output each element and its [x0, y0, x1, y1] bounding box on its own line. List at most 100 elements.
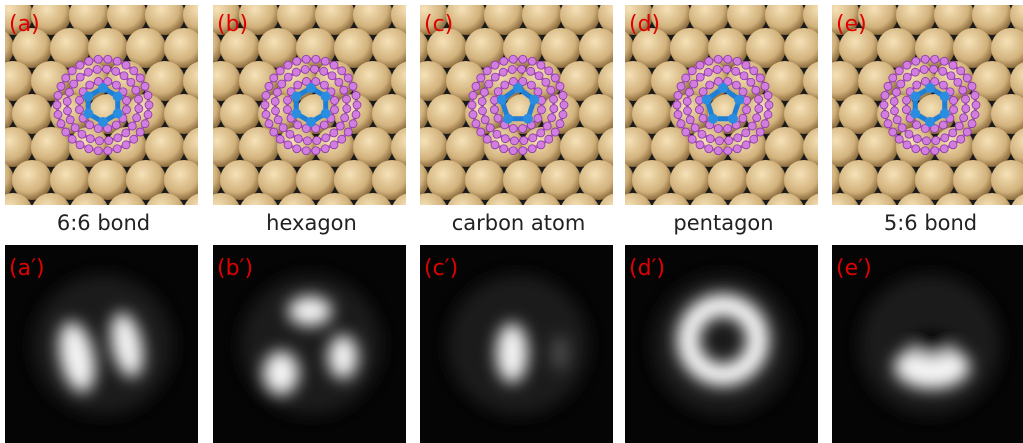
cage-atom — [699, 114, 707, 122]
structure-image: (a) — [5, 5, 198, 205]
ring-atom — [83, 109, 93, 119]
cage-atom — [529, 134, 537, 142]
ring-atom — [321, 109, 331, 119]
cage-atom — [895, 67, 903, 75]
cage-atom — [136, 74, 144, 82]
cage-atom — [677, 120, 685, 128]
cage-atom — [510, 137, 518, 145]
ring-atom — [529, 95, 539, 105]
cage-atom — [302, 147, 310, 155]
cage-atom — [480, 88, 488, 96]
cage-atom — [508, 65, 516, 73]
blob — [288, 296, 332, 326]
cage-atom — [968, 120, 976, 128]
cage-atom — [940, 57, 948, 65]
cage-atom — [472, 120, 480, 128]
cage-atom — [963, 128, 971, 136]
cage-atom — [128, 122, 136, 130]
cage-atom — [683, 97, 691, 105]
cage-atom — [550, 95, 558, 103]
blob — [263, 351, 299, 395]
cage-atom — [704, 68, 712, 76]
cage-atom — [130, 135, 138, 143]
cage-atom — [75, 106, 83, 114]
cage-atom — [537, 141, 545, 149]
cage-atom — [132, 86, 140, 94]
cage-atom — [341, 114, 349, 122]
cage-atom — [903, 73, 911, 81]
cage-atom — [94, 55, 102, 63]
cage-atom — [713, 65, 721, 73]
cage-atom — [262, 91, 270, 99]
cage-atom — [950, 96, 958, 104]
cage-atom — [301, 65, 309, 73]
cage-atom — [755, 95, 763, 103]
cage-atom — [344, 74, 352, 82]
cage-atom — [705, 57, 713, 65]
cage-atom — [283, 96, 291, 104]
cage-atom — [274, 116, 282, 124]
cage-atom — [955, 122, 963, 130]
ring-atom — [321, 92, 331, 102]
cage-atom — [677, 82, 685, 90]
cage-atom — [112, 121, 120, 129]
cage-atom — [468, 101, 476, 109]
cage-atom — [551, 128, 559, 136]
cage-atom — [960, 114, 968, 122]
cage-atom — [764, 111, 772, 119]
cage-atom — [321, 145, 329, 153]
cage-atom — [747, 78, 755, 86]
cage-atom — [76, 61, 84, 69]
stm-image: (b′) — [213, 245, 406, 443]
cage-atom — [913, 81, 921, 89]
cage-atom — [733, 57, 741, 65]
cage-atom — [535, 72, 543, 80]
cage-atom — [330, 129, 338, 137]
panel-label: (d′) — [629, 256, 665, 281]
cage-atom — [559, 91, 567, 99]
cage-atom — [913, 135, 921, 143]
cage-atom — [748, 122, 756, 130]
cage-atom — [902, 106, 910, 114]
cage-atom — [761, 120, 769, 128]
cage-atom — [884, 120, 892, 128]
cage-atom — [338, 67, 346, 75]
cage-atom — [889, 74, 897, 82]
cage-atom — [706, 81, 714, 89]
cage-atom — [336, 122, 344, 130]
cage-atom — [493, 130, 501, 138]
cage-atom — [740, 72, 748, 80]
cage-atom — [85, 57, 93, 65]
cage-atom — [311, 65, 319, 73]
cage-atom — [941, 134, 949, 142]
cage-atom — [145, 101, 153, 109]
cage-atom — [284, 141, 292, 149]
cage-atom — [469, 91, 477, 99]
cage-atom — [939, 121, 947, 129]
cage-atom — [123, 96, 131, 104]
cage-atom — [686, 116, 694, 124]
cage-atom — [62, 128, 70, 136]
cage-atom — [328, 72, 336, 80]
cage-atom — [322, 134, 330, 142]
cage-atom — [742, 129, 750, 137]
caption: carbon atom — [420, 211, 617, 235]
cage-atom — [491, 61, 499, 69]
cage-atom — [921, 147, 929, 155]
cage-atom — [954, 78, 962, 86]
cage-atom — [696, 73, 704, 81]
cage-atom — [343, 105, 351, 113]
cage-atom — [478, 107, 486, 115]
ring-atom — [925, 83, 935, 93]
blob — [552, 335, 568, 371]
ring-atom — [940, 92, 950, 102]
cage-atom — [68, 67, 76, 75]
cage-atom — [752, 86, 760, 94]
cage-atom — [912, 57, 920, 65]
cage-atom — [343, 95, 351, 103]
cage-atom — [743, 106, 751, 114]
cage-atom — [122, 129, 130, 137]
ring-atom — [728, 114, 738, 124]
cage-atom — [962, 105, 970, 113]
cage-atom — [113, 57, 121, 65]
